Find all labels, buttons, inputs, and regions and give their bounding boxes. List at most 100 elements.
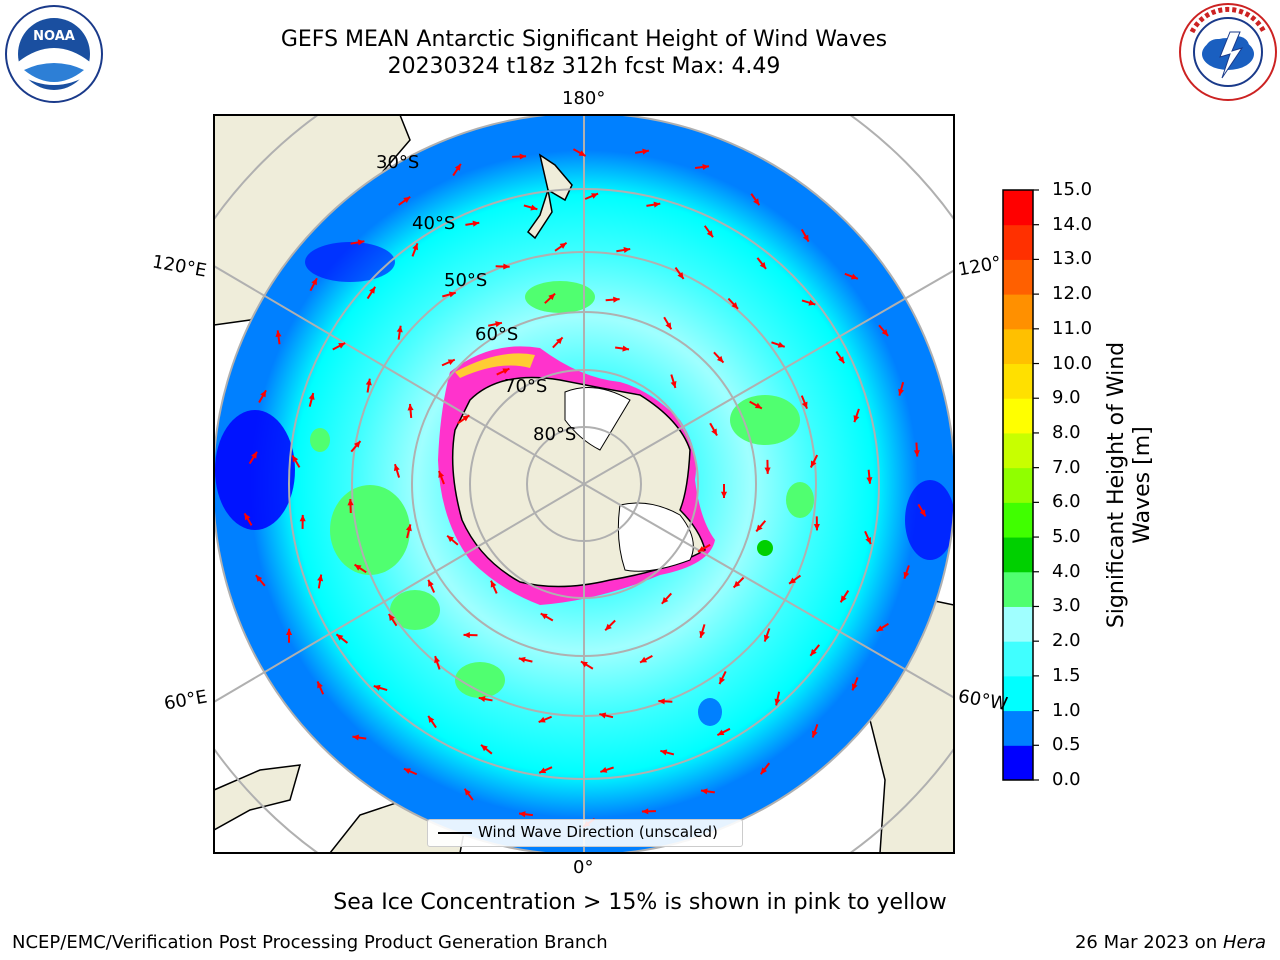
wave-arrow-head bbox=[813, 524, 820, 531]
wave-arrow-head bbox=[754, 402, 762, 409]
wave-arrow-head bbox=[756, 524, 763, 532]
wave-arrow-head bbox=[802, 234, 809, 242]
wave-arrow-head bbox=[503, 263, 510, 270]
wave-patch bbox=[905, 480, 954, 560]
wave-arrow-head bbox=[777, 341, 785, 348]
colorbar-segment bbox=[1003, 606, 1033, 642]
lat-label-40S: 40°S bbox=[412, 213, 456, 234]
nws-logo bbox=[1179, 3, 1277, 101]
wave-arrow-head bbox=[354, 564, 362, 571]
ross-ice-shelf bbox=[564, 387, 631, 451]
wave-arrow-head bbox=[622, 345, 630, 352]
wave-patch bbox=[390, 590, 440, 630]
colorbar-segment bbox=[1003, 537, 1033, 573]
wind-wave-arrows bbox=[243, 148, 927, 828]
wave-arrow-head bbox=[677, 272, 684, 279]
wave-arrow-head bbox=[760, 767, 767, 775]
colorbar-segment bbox=[1003, 259, 1033, 295]
wave-arrow-head bbox=[919, 509, 926, 517]
wave-arrow-head bbox=[733, 580, 741, 588]
wave-arrow-head bbox=[658, 698, 665, 705]
colorbar-segment bbox=[1003, 294, 1033, 330]
sea-ice-yellow bbox=[455, 353, 535, 378]
wave-arrow-head bbox=[338, 342, 346, 349]
colorbar-tick-label: 3.0 bbox=[1052, 595, 1081, 617]
colorbar-tick-label: 13.0 bbox=[1052, 248, 1093, 270]
wave-arrow-head bbox=[365, 378, 372, 386]
wave-arrow-head bbox=[540, 613, 548, 620]
wave-patch bbox=[215, 410, 295, 530]
wave-arrow-head bbox=[759, 262, 767, 269]
lon-label-0: 0° bbox=[573, 857, 594, 878]
wave-patch bbox=[786, 482, 814, 518]
wave-arrow-head bbox=[463, 632, 470, 639]
wave-arrow-head bbox=[719, 677, 726, 685]
wave-arrow-head bbox=[393, 464, 400, 472]
footer-credit: NCEP/EMC/Verification Post Processing Pr… bbox=[12, 932, 608, 953]
wave-arrow-head bbox=[876, 625, 884, 632]
colorbar-label: Significant Height of Wind Waves [m] bbox=[1104, 325, 1156, 645]
colorbar-tick-label: 8.0 bbox=[1052, 421, 1081, 443]
wave-arrow-head bbox=[599, 712, 607, 719]
wave-arrow-head bbox=[472, 220, 480, 227]
wave-arrow-head bbox=[347, 498, 354, 506]
wave-arrow-head bbox=[559, 242, 567, 249]
map-legend: Wind Wave Direction (unscaled) bbox=[427, 819, 743, 847]
wave-arrow-head bbox=[898, 388, 904, 396]
wave-arrow-head bbox=[369, 286, 376, 294]
colorbar-segment bbox=[1003, 745, 1033, 781]
wave-arrow-head bbox=[478, 696, 486, 703]
wave-arrow-head bbox=[810, 648, 817, 656]
africa-land bbox=[214, 764, 302, 831]
wave-arrow-head bbox=[275, 330, 282, 338]
lat-label-80S: 80°S bbox=[533, 424, 577, 445]
wave-arrow-head bbox=[454, 163, 461, 171]
wave-arrow-head bbox=[600, 767, 608, 773]
wave-arrow-head bbox=[244, 513, 251, 521]
wave-arrow-head bbox=[580, 661, 588, 668]
wave-arrow-head bbox=[317, 574, 324, 582]
footer-date: 26 Mar 2023 on Hera bbox=[1075, 932, 1266, 953]
wave-arrow-head bbox=[502, 368, 510, 375]
wave-arrow-head bbox=[716, 355, 724, 363]
wave-arrow-head bbox=[665, 322, 672, 330]
wave-arrow-head bbox=[353, 441, 361, 448]
wave-arrow-head bbox=[913, 450, 920, 457]
wave-arrow-head bbox=[352, 734, 360, 741]
wave-arrow-head bbox=[903, 571, 910, 579]
colorbar-tick-label: 1.0 bbox=[1052, 699, 1081, 721]
colorbar-segment bbox=[1003, 641, 1033, 677]
wave-arrow-head bbox=[412, 243, 419, 251]
colorbar-tick-label: 6.0 bbox=[1052, 491, 1081, 513]
wave-arrow-head bbox=[623, 247, 631, 254]
wave-arrow-head bbox=[764, 467, 771, 474]
lat-label-70S: 70°S bbox=[504, 376, 548, 397]
colorbar-tick-label: 10.0 bbox=[1052, 352, 1093, 374]
wave-arrow-head bbox=[711, 428, 718, 436]
wave-patch bbox=[455, 662, 505, 698]
lon-label-180: 180° bbox=[562, 88, 606, 109]
wave-arrow-head bbox=[642, 148, 649, 155]
wave-arrow-head bbox=[462, 415, 470, 422]
wave-arrow-head bbox=[613, 296, 620, 303]
wave-arrow-head bbox=[292, 455, 299, 463]
wave-arrow-head bbox=[763, 634, 770, 642]
wave-arrow-head bbox=[605, 623, 612, 631]
lat-label-30S: 30°S bbox=[376, 152, 420, 173]
colorbar-segment bbox=[1003, 398, 1033, 434]
wave-arrow-head bbox=[660, 749, 668, 756]
svg-text:NOAA: NOAA bbox=[33, 29, 75, 44]
wave-arrow-head bbox=[700, 788, 708, 795]
wave-arrow-head bbox=[299, 514, 306, 522]
wave-patch bbox=[730, 395, 800, 445]
legend-label: Wind Wave Direction (unscaled) bbox=[478, 823, 718, 841]
wave-patch bbox=[310, 428, 330, 452]
new-zealand-land-2 bbox=[526, 189, 553, 240]
sea-ice-note: Sea Ice Concentration > 15% is shown in … bbox=[333, 890, 947, 915]
wave-arrow-head bbox=[388, 614, 395, 621]
wave-arrow-head bbox=[840, 595, 847, 603]
wave-arrow-head bbox=[753, 198, 760, 206]
wave-arrow-head bbox=[518, 656, 526, 663]
wave-arrow-head bbox=[731, 302, 739, 309]
noaa-logo: NOAA bbox=[5, 5, 103, 103]
